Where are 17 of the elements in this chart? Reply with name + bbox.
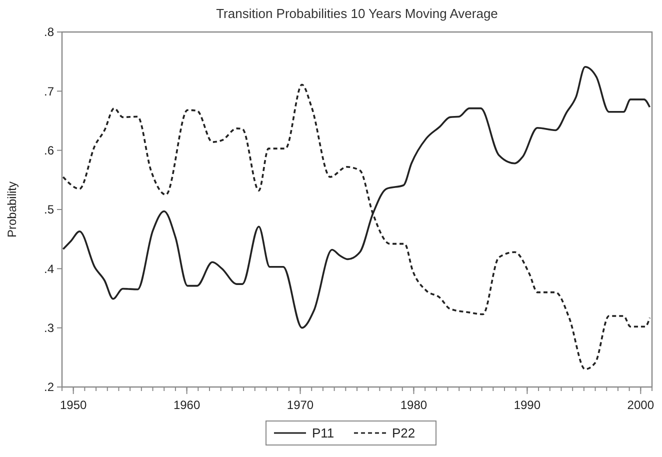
x-tick-label: 1960	[173, 398, 200, 412]
y-tick-label: .4	[44, 262, 54, 276]
x-tick-label: 1950	[60, 398, 88, 412]
x-tick-label: 1990	[514, 398, 541, 412]
y-tick-label: .3	[44, 321, 54, 336]
legend-label: P22	[392, 426, 416, 441]
chart-title: Transition Probabilities 10 Years Moving Average	[216, 6, 498, 21]
y-tick-label: .5	[44, 202, 54, 217]
y-tick-label: .7	[44, 84, 54, 98]
x-tick-label: 1970	[286, 398, 314, 412]
x-tick-label: 2000	[627, 398, 654, 412]
y-tick-label: .8	[44, 25, 54, 40]
y-axis-title: Probability	[5, 181, 19, 238]
legend-label: P11	[312, 426, 334, 441]
y-tick-label: .2	[44, 380, 54, 394]
y-tick-label: .6	[44, 144, 54, 158]
x-tick-label: 1980	[400, 398, 428, 412]
